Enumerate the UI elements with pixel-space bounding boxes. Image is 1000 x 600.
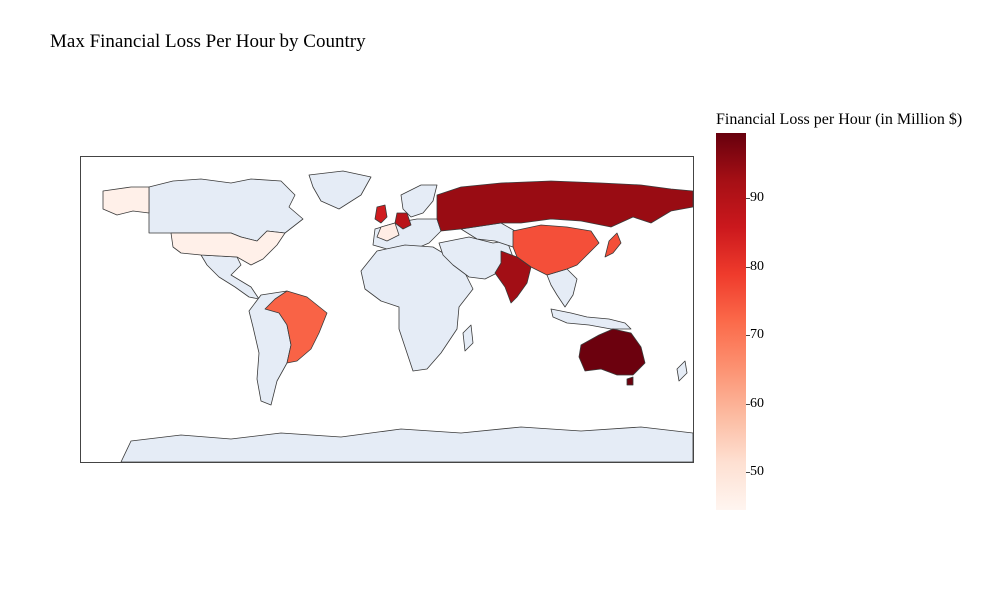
antarctica[interactable] bbox=[120, 426, 693, 462]
country-australia-tasmania[interactable] bbox=[626, 376, 634, 386]
colorbar-tick-mark bbox=[746, 198, 750, 200]
country-usa-alaska[interactable] bbox=[102, 186, 150, 216]
country-india[interactable] bbox=[494, 250, 532, 304]
country-france[interactable] bbox=[376, 222, 400, 242]
world-map[interactable] bbox=[81, 157, 693, 462]
country-brazil[interactable] bbox=[264, 290, 328, 364]
map-frame[interactable] bbox=[80, 156, 694, 463]
country-usa[interactable] bbox=[170, 230, 286, 266]
colorbar-tick-mark bbox=[746, 403, 750, 405]
colorbar-tick-label: 60 bbox=[750, 395, 764, 411]
colorbar-tick-label: 80 bbox=[750, 258, 764, 274]
chart-title: Max Financial Loss Per Hour by Country bbox=[50, 31, 366, 52]
canada[interactable] bbox=[148, 178, 304, 242]
indonesia[interactable] bbox=[550, 308, 632, 330]
colorbar-tick-mark bbox=[746, 472, 750, 474]
colorbar-tick-label: 70 bbox=[750, 327, 764, 343]
colorbar-title: Financial Loss per Hour (in Million $) bbox=[716, 111, 963, 128]
country-uk[interactable] bbox=[374, 204, 388, 224]
colorbar bbox=[716, 133, 746, 510]
country-russia[interactable] bbox=[436, 180, 693, 232]
greenland[interactable] bbox=[308, 170, 372, 210]
new-zealand[interactable] bbox=[676, 360, 688, 382]
colorbar-tick-label: 90 bbox=[750, 190, 764, 206]
madagascar[interactable] bbox=[462, 324, 474, 352]
colorbar-tick-label: 50 bbox=[750, 464, 764, 480]
colorbar-tick-mark bbox=[746, 266, 750, 268]
scandinavia[interactable] bbox=[400, 184, 438, 218]
southeast-asia[interactable] bbox=[546, 268, 578, 308]
country-fills bbox=[102, 180, 693, 386]
country-australia[interactable] bbox=[578, 328, 646, 376]
country-japan[interactable] bbox=[604, 232, 622, 258]
unselected-land bbox=[120, 170, 693, 462]
colorbar-tick-mark bbox=[746, 335, 750, 337]
country-germany[interactable] bbox=[394, 212, 412, 230]
